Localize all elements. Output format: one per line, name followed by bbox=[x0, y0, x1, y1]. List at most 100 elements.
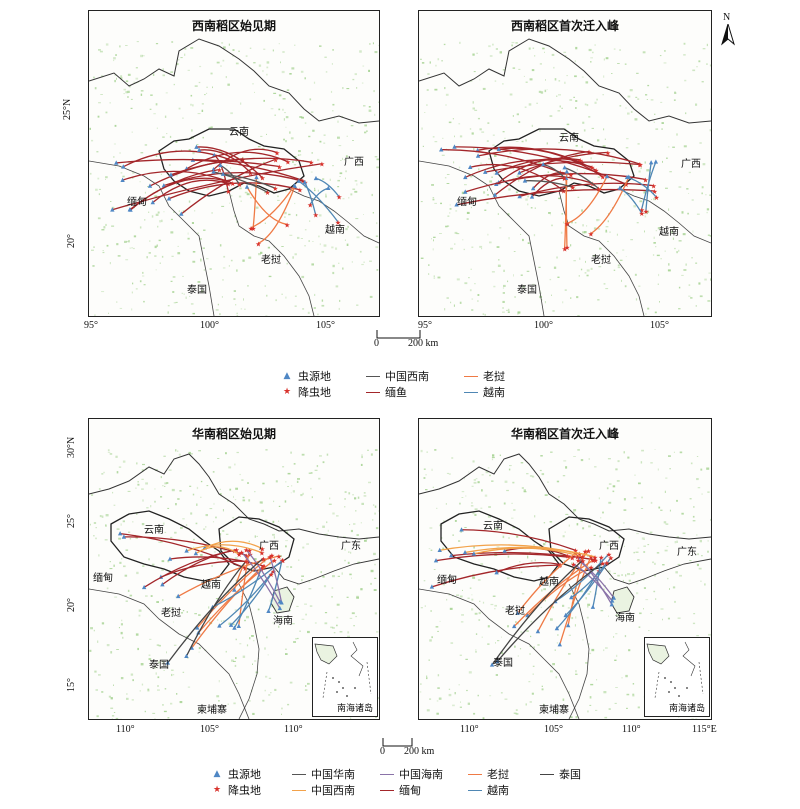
myanmar-border bbox=[89, 160, 215, 316]
legend-top: ▲ 虫源地 ★ 降虫地 中国西南 缅鱼 老挝 越南 bbox=[280, 368, 540, 408]
scale-label: 200 km bbox=[408, 338, 439, 349]
migration-route bbox=[246, 186, 288, 225]
line-swatch bbox=[292, 773, 306, 775]
source-marker bbox=[161, 183, 167, 188]
migration-route bbox=[252, 177, 258, 229]
landing-marker: ★ bbox=[230, 180, 236, 188]
landing-marker: ★ bbox=[623, 181, 629, 189]
migration-routes: ★★★★★★★★★★★★★★★★★★★★★★★★★★★★★ bbox=[439, 144, 660, 254]
migration-route bbox=[197, 559, 275, 634]
landing-marker: ★ bbox=[255, 240, 261, 248]
lat-tick: 25° bbox=[66, 514, 77, 528]
migration-route bbox=[122, 170, 233, 184]
migration-route bbox=[498, 147, 604, 178]
migration-routes: ★★★★★★★★★★★★★★★★★★★★★★★★★ bbox=[429, 527, 617, 667]
source-marker bbox=[517, 170, 522, 175]
label-miandian: 缅甸 bbox=[437, 575, 457, 586]
landing-marker: ★ bbox=[574, 553, 580, 561]
source-marker bbox=[313, 175, 319, 181]
source-marker bbox=[194, 144, 199, 149]
migration-route bbox=[170, 157, 312, 176]
label-miandian: 缅甸 bbox=[127, 197, 147, 208]
landing-marker: ★ bbox=[575, 557, 581, 565]
map-canvas: ★★★★★★★★★★★★★★★★★★★★★★★★★ bbox=[89, 449, 379, 719]
migration-route bbox=[191, 565, 264, 649]
label-laowo: 老挝 bbox=[505, 606, 525, 617]
legend-source: ▲ 虫源地 bbox=[210, 766, 261, 782]
migration-route bbox=[116, 158, 280, 168]
source-marker bbox=[127, 207, 133, 212]
migration-route bbox=[565, 557, 612, 616]
landing-marker: ★ bbox=[225, 181, 231, 189]
landing-marker: ★ bbox=[243, 552, 249, 560]
landing-marker: ★ bbox=[269, 552, 275, 560]
panel-title: 西南稻区始见期 bbox=[191, 19, 276, 33]
migration-route bbox=[559, 556, 592, 645]
source-marker bbox=[653, 159, 659, 164]
map-canvas: ★★★★★★★★★★★★★★★★★★★★★★★★★★★★★ bbox=[419, 38, 711, 316]
source-marker bbox=[167, 556, 173, 561]
panel-title: 华南稻区首次迁入峰 bbox=[510, 427, 619, 441]
landing-marker: ★ bbox=[243, 547, 249, 555]
source-marker bbox=[609, 602, 614, 607]
migration-route bbox=[167, 557, 264, 664]
source-marker bbox=[494, 170, 500, 175]
china-border bbox=[419, 38, 711, 124]
landing-marker: ★ bbox=[280, 557, 286, 565]
landing-marker: ★ bbox=[572, 547, 578, 555]
label-yuenan: 越南 bbox=[201, 580, 221, 591]
source-marker bbox=[232, 587, 237, 592]
label-guangxi: 广西 bbox=[681, 159, 701, 170]
source-marker bbox=[517, 193, 522, 199]
scale-label: 200 km bbox=[404, 746, 435, 757]
landing-marker: ★ bbox=[565, 553, 571, 561]
map-panel-south-first-peak: ★ ★ ★ ★ ★ ★ ★ ★ ★ ★ ★ ★ ★ ★ ★ ★ ★ ★ ★ ★ ★ ★ ★ ★ ★ 华南稻区首次迁入峰 云南 广… bbox=[418, 418, 712, 720]
migration-route bbox=[464, 546, 595, 558]
source-marker bbox=[565, 622, 571, 628]
migration-route bbox=[304, 182, 317, 215]
source-marker bbox=[121, 164, 126, 169]
landing-marker: ★ bbox=[336, 194, 342, 202]
landing-marker: ★ bbox=[233, 547, 239, 555]
source-marker bbox=[110, 207, 115, 212]
scale-bar-bottom: 0 200 km bbox=[380, 738, 470, 758]
source-marker bbox=[176, 593, 181, 599]
migration-route bbox=[517, 552, 576, 614]
panel-title: 华南稻区始见期 bbox=[191, 427, 276, 441]
landing-marker: ★ bbox=[642, 176, 648, 184]
label-taiguo: 泰国 bbox=[493, 658, 513, 669]
triangle-icon: ▲ bbox=[213, 769, 221, 779]
source-marker bbox=[515, 610, 520, 615]
label-yuenan: 越南 bbox=[659, 227, 679, 238]
landing-marker: ★ bbox=[570, 184, 576, 192]
scale-zero: 0 bbox=[380, 746, 385, 757]
line-swatch bbox=[380, 773, 394, 775]
source-marker bbox=[211, 169, 216, 174]
source-marker bbox=[236, 623, 241, 629]
migration-route bbox=[531, 177, 565, 198]
source-marker bbox=[168, 172, 174, 177]
migration-route bbox=[496, 562, 604, 662]
migration-route bbox=[245, 549, 281, 603]
migration-route bbox=[186, 544, 263, 554]
landing-marker: ★ bbox=[284, 221, 290, 229]
source-marker bbox=[617, 185, 623, 190]
source-marker bbox=[502, 548, 507, 553]
vietnam-coast bbox=[568, 583, 590, 719]
landing-marker: ★ bbox=[568, 172, 574, 180]
source-marker bbox=[232, 625, 237, 630]
label-guangdong: 广东 bbox=[341, 541, 361, 552]
label-yunnan: 云南 bbox=[559, 133, 579, 144]
lon-tick: 110° bbox=[460, 724, 479, 735]
inset-label: 南海诸岛 bbox=[336, 704, 373, 714]
landing-marker: ★ bbox=[593, 167, 599, 175]
migration-route bbox=[590, 176, 630, 235]
legend-cn-sw: 中国西南 bbox=[366, 368, 429, 384]
source-marker bbox=[569, 594, 574, 600]
migration-route bbox=[435, 553, 573, 562]
landing-marker: ★ bbox=[271, 557, 277, 565]
laos-border bbox=[228, 190, 315, 316]
label-guangxi: 广西 bbox=[259, 541, 279, 552]
scale-bar-icon bbox=[382, 738, 413, 747]
label-jianpuzhai: 柬埔寨 bbox=[197, 705, 227, 716]
